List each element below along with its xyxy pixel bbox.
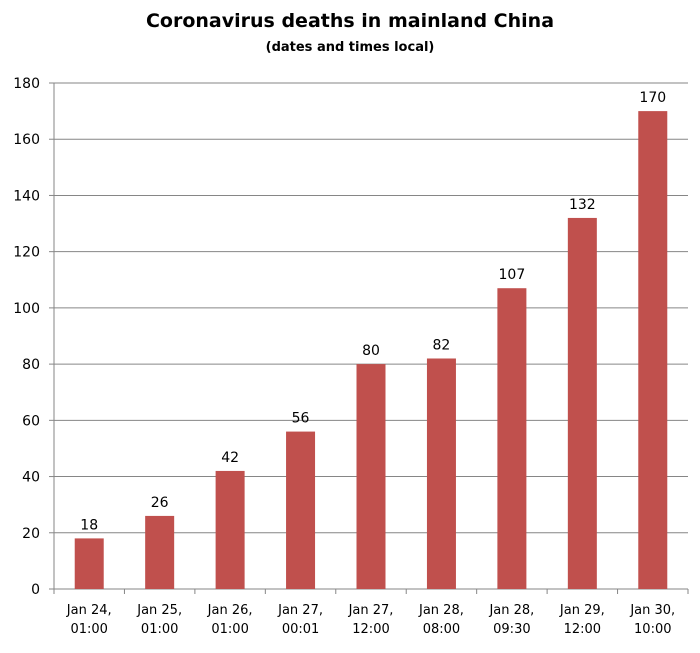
data-label: 80 bbox=[362, 343, 380, 359]
x-tick-label: Jan 28, bbox=[488, 603, 534, 618]
y-tick-label: 0 bbox=[31, 582, 40, 598]
data-label: 82 bbox=[433, 337, 451, 353]
chart-title: Coronavirus deaths in mainland China bbox=[145, 10, 555, 32]
x-tick-label: 01:00 bbox=[141, 622, 178, 637]
bar bbox=[567, 217, 597, 589]
data-label: 18 bbox=[80, 517, 98, 533]
x-tick-label: 01:00 bbox=[211, 622, 248, 637]
x-tick-label: 09:30 bbox=[493, 622, 530, 637]
data-label: 42 bbox=[221, 450, 239, 466]
bar bbox=[74, 538, 104, 589]
x-tick-label: 08:00 bbox=[423, 622, 460, 637]
bar bbox=[356, 364, 386, 589]
y-tick-label: 80 bbox=[22, 357, 40, 373]
data-label: 26 bbox=[151, 495, 169, 511]
x-tick-label: 12:00 bbox=[352, 622, 389, 637]
bar bbox=[638, 111, 668, 589]
data-label: 107 bbox=[499, 267, 526, 283]
x-tick-label: Jan 24, bbox=[66, 603, 112, 618]
y-tick-label: 40 bbox=[22, 470, 40, 486]
x-tick-label: Jan 25, bbox=[136, 603, 182, 618]
data-label: 170 bbox=[639, 90, 666, 106]
y-tick-label: 20 bbox=[22, 526, 40, 542]
x-tick-label: Jan 26, bbox=[207, 603, 253, 618]
y-tick-label: 160 bbox=[13, 132, 40, 148]
bar bbox=[215, 470, 245, 589]
data-label: 56 bbox=[292, 411, 310, 427]
bar bbox=[426, 358, 456, 589]
y-tick-label: 180 bbox=[13, 76, 40, 92]
x-tick-label: 00:01 bbox=[282, 622, 319, 637]
y-tick-label: 120 bbox=[13, 245, 40, 261]
bar bbox=[497, 288, 527, 589]
x-tick-label: 12:00 bbox=[564, 622, 601, 637]
bar bbox=[286, 431, 316, 589]
y-tick-label: 140 bbox=[13, 188, 40, 204]
x-tick-label: Jan 30, bbox=[629, 603, 675, 618]
x-tick-label: Jan 27, bbox=[277, 603, 323, 618]
x-tick-label: Jan 28, bbox=[418, 603, 464, 618]
data-label: 132 bbox=[569, 197, 596, 213]
y-tick-label: 100 bbox=[13, 301, 40, 317]
y-tick-label: 60 bbox=[22, 413, 40, 429]
x-tick-label: Jan 27, bbox=[348, 603, 394, 618]
bar bbox=[145, 515, 175, 589]
x-tick-label: 01:00 bbox=[70, 622, 107, 637]
x-tick-label: Jan 29, bbox=[559, 603, 605, 618]
chart-subtitle: (dates and times local) bbox=[265, 40, 435, 55]
x-tick-label: 10:00 bbox=[634, 622, 671, 637]
